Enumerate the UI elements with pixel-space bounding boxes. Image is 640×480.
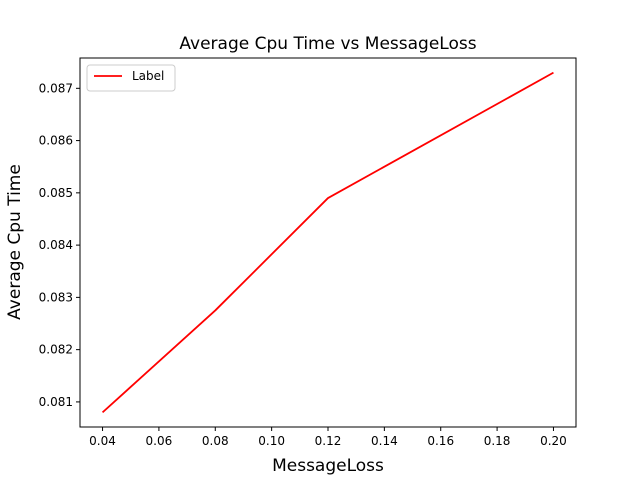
y-tick-label: 0.085 [39,186,73,200]
x-tick-label: 0.20 [540,434,567,448]
legend-box [86,64,176,92]
legend: Label [86,64,176,92]
y-tick-label: 0.084 [39,238,73,252]
series-layer [101,71,554,414]
x-tick-label: 0.12 [315,434,342,448]
plot-area [79,57,577,428]
y-tick-label: 0.087 [39,81,73,95]
x-tick-label: 0.10 [258,434,285,448]
y-tick-label: 0.086 [39,134,73,148]
x-tick-label: 0.18 [484,434,511,448]
chart-title: Average Cpu Time vs MessageLoss [179,34,476,54]
x-axis-ticks: 0.04 0.06 0.08 0.10 0.12 0.14 0.16 0.18 0.20 [89,427,567,448]
x-tick-label: 0.04 [89,434,116,448]
x-axis-label: MessageLoss [272,456,384,476]
y-tick-label: 0.082 [39,343,73,357]
y-tick-label: 0.081 [39,395,73,409]
legend-label: Label [132,69,164,83]
y-axis-label: Average Cpu Time [5,164,25,320]
x-tick-label: 0.08 [202,434,229,448]
x-tick-label: 0.14 [371,434,398,448]
x-tick-label: 0.16 [427,434,454,448]
series-line-0 [101,71,554,414]
y-tick-label: 0.083 [39,290,73,304]
x-tick-label: 0.06 [146,434,173,448]
y-axis-ticks: 0.081 0.082 0.083 0.084 0.085 0.086 0.087 [39,81,80,409]
plot-frame [79,57,577,428]
